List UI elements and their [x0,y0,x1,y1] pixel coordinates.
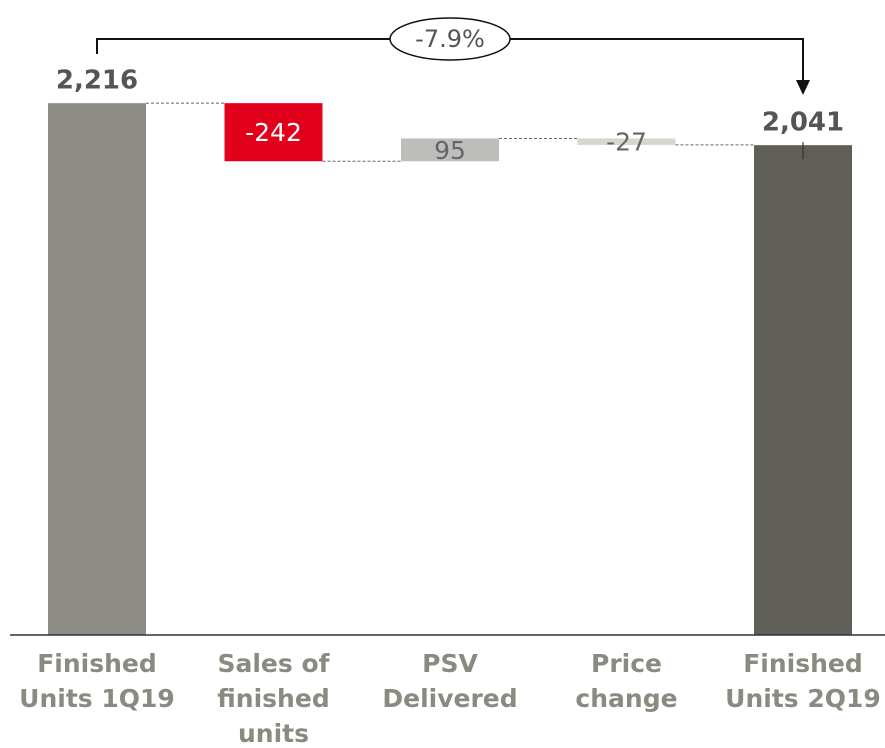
value-label: 2,041 [762,108,844,138]
bar [224,103,323,162]
x-tick-label: Sales of finished units [217,649,330,748]
annotation-bubble [389,17,511,61]
x-tick-label: Price change [575,649,678,713]
x-tick-label: Finished Units 2Q19 [725,649,881,713]
x-tick-label: PSV Delivered [382,649,518,713]
bar [48,103,146,635]
annotation: -7.9% [415,25,485,53]
x-tick-label: Finished Units 1Q19 [19,649,175,713]
value-label: -27 [606,128,647,157]
value-label: -242 [245,118,302,147]
value-label: 2,216 [56,66,138,96]
arrow-head [796,80,810,95]
bar [754,145,852,635]
bar [401,138,499,162]
bar [577,138,676,145]
value-label: 95 [434,136,466,165]
